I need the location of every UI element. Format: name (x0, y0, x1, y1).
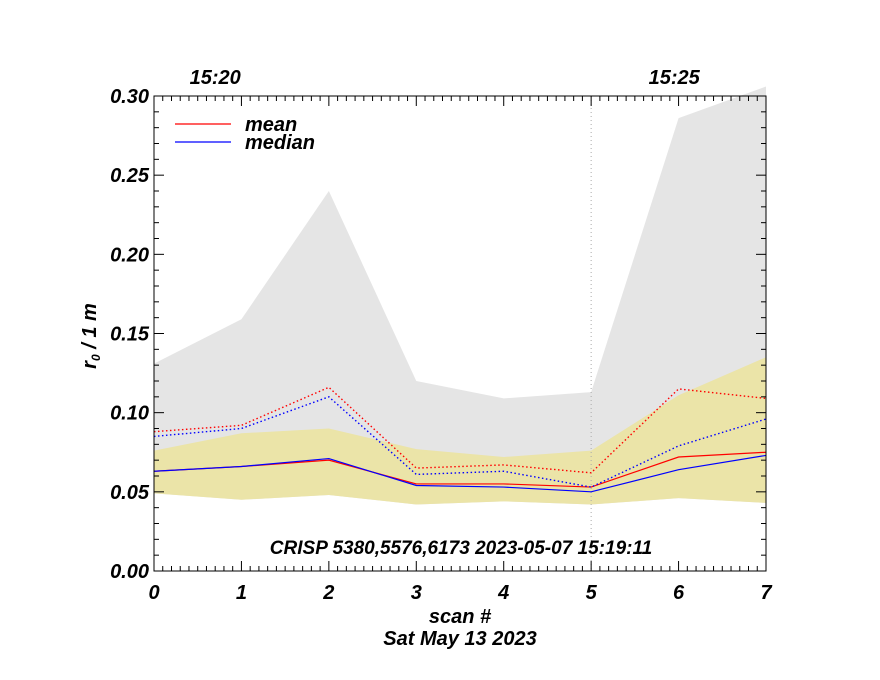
x-tick-label: 5 (586, 582, 598, 604)
x-tick-label: 3 (411, 582, 422, 604)
y-axis-label: r0 / 1 m (79, 303, 103, 369)
legend-label-median: median (245, 132, 315, 154)
tick-labels-layer: 0 1 2 3 4 5 6 7 0.00 0.05 0.10 0.15 0.20 0.25 0.30 (110, 86, 772, 604)
band-max-envelope (154, 86, 766, 505)
y-axis-label-sub: 0 (89, 354, 103, 361)
top-time-label: 15:20 (190, 67, 241, 89)
y-tick-label: 0.20 (110, 244, 149, 266)
x-tick-label: 2 (322, 582, 334, 604)
top-time-label: 15:25 (649, 67, 701, 89)
x-tick-label: 1 (236, 582, 247, 604)
y-tick-label: 0.15 (110, 324, 150, 346)
y-tick-label: 0.10 (110, 403, 149, 425)
axes-layer (153, 95, 767, 572)
date-label: Sat May 13 2023 (383, 628, 536, 650)
legend-label-mean: mean (245, 114, 297, 136)
x-axis-label: scan # (429, 606, 492, 628)
y-tick-label: 0.30 (110, 86, 149, 108)
x-tick-label: 0 (148, 582, 159, 604)
y-axis-label-main: r (79, 360, 101, 369)
y-tick-label: 0.00 (110, 561, 149, 583)
top-time-labels: 15:20 15:25 (190, 67, 701, 89)
x-tick-label: 7 (760, 582, 772, 604)
x-tick-label: 6 (673, 582, 685, 604)
series-line-median (153, 454, 767, 493)
y-tick-label: 0.05 (110, 482, 150, 504)
band-spread (154, 357, 766, 505)
series-line-dotted-3 (153, 396, 767, 488)
bands-layer (154, 86, 766, 505)
series-layer (153, 386, 767, 493)
annotation-text: CRISP 5380,5576,6173 2023-05-07 15:19:11 (270, 538, 652, 559)
x-tick-label: 4 (497, 582, 509, 604)
y-axis-label-rest: / 1 m (79, 303, 101, 354)
y-tick-label: 0.25 (110, 165, 150, 187)
